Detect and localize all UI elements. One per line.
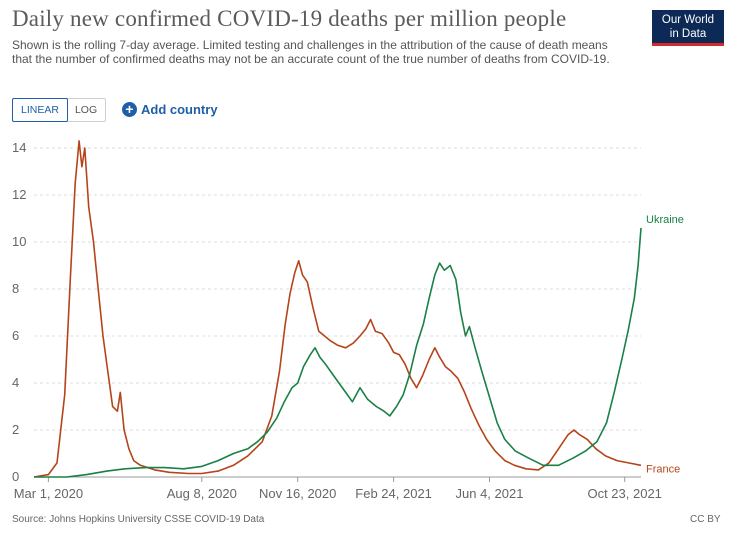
series-line-ukraine xyxy=(34,227,642,478)
grid-layer xyxy=(34,147,641,431)
series-line-france xyxy=(33,140,642,478)
label-layer: France Ukraine xyxy=(646,214,684,475)
logo-line2: in Data xyxy=(669,28,707,40)
logo-line1: Our World xyxy=(661,14,715,26)
linear-scale-button[interactable]: LINEAR xyxy=(12,98,68,122)
x-tick-label: Mar 1, 2020 xyxy=(14,486,83,501)
y-tick-label: 10 xyxy=(12,234,26,249)
series-layer xyxy=(33,140,642,478)
y-tick-label: 12 xyxy=(12,187,26,202)
source-note[interactable]: Source: Johns Hopkins University CSSE CO… xyxy=(12,514,265,525)
owid-logo[interactable]: Our World in Data xyxy=(652,10,724,46)
x-tick-label: Aug 8, 2020 xyxy=(167,486,237,501)
y-tick-label: 0 xyxy=(12,469,19,484)
scale-toggle: LINEAR LOG xyxy=(12,98,107,122)
y-tick-label: 8 xyxy=(12,281,19,296)
add-country-label: Add country xyxy=(141,101,218,117)
axis-layer: 0 2 4 6 8 10 12 14 Mar 1, 2020 Aug 8, 2020 Nov 16,… xyxy=(12,140,662,501)
license-label[interactable]: CC BY xyxy=(690,514,721,525)
x-tick-label: Jun 4, 2021 xyxy=(456,486,524,501)
y-tick-label: 4 xyxy=(12,375,19,390)
plus-circle-icon: + xyxy=(122,101,137,117)
add-country-button[interactable]: + Add country xyxy=(122,99,218,119)
chart-title: Daily new confirmed COVID-19 deaths per … xyxy=(12,6,567,31)
series-label-france: France xyxy=(646,463,680,475)
y-tick-label: 2 xyxy=(12,422,19,437)
x-tick-label: Feb 24, 2021 xyxy=(355,486,432,501)
y-tick-label: 6 xyxy=(12,328,19,343)
x-tick-label: Oct 23, 2021 xyxy=(587,486,661,501)
y-tick-label: 14 xyxy=(12,140,26,155)
chart-subtitle: Shown is the rolling 7-day average. Limi… xyxy=(12,38,610,66)
log-scale-button[interactable]: LOG xyxy=(74,104,98,116)
series-label-ukraine: Ukraine xyxy=(646,214,684,226)
x-tick-label: Nov 16, 2020 xyxy=(259,486,336,501)
